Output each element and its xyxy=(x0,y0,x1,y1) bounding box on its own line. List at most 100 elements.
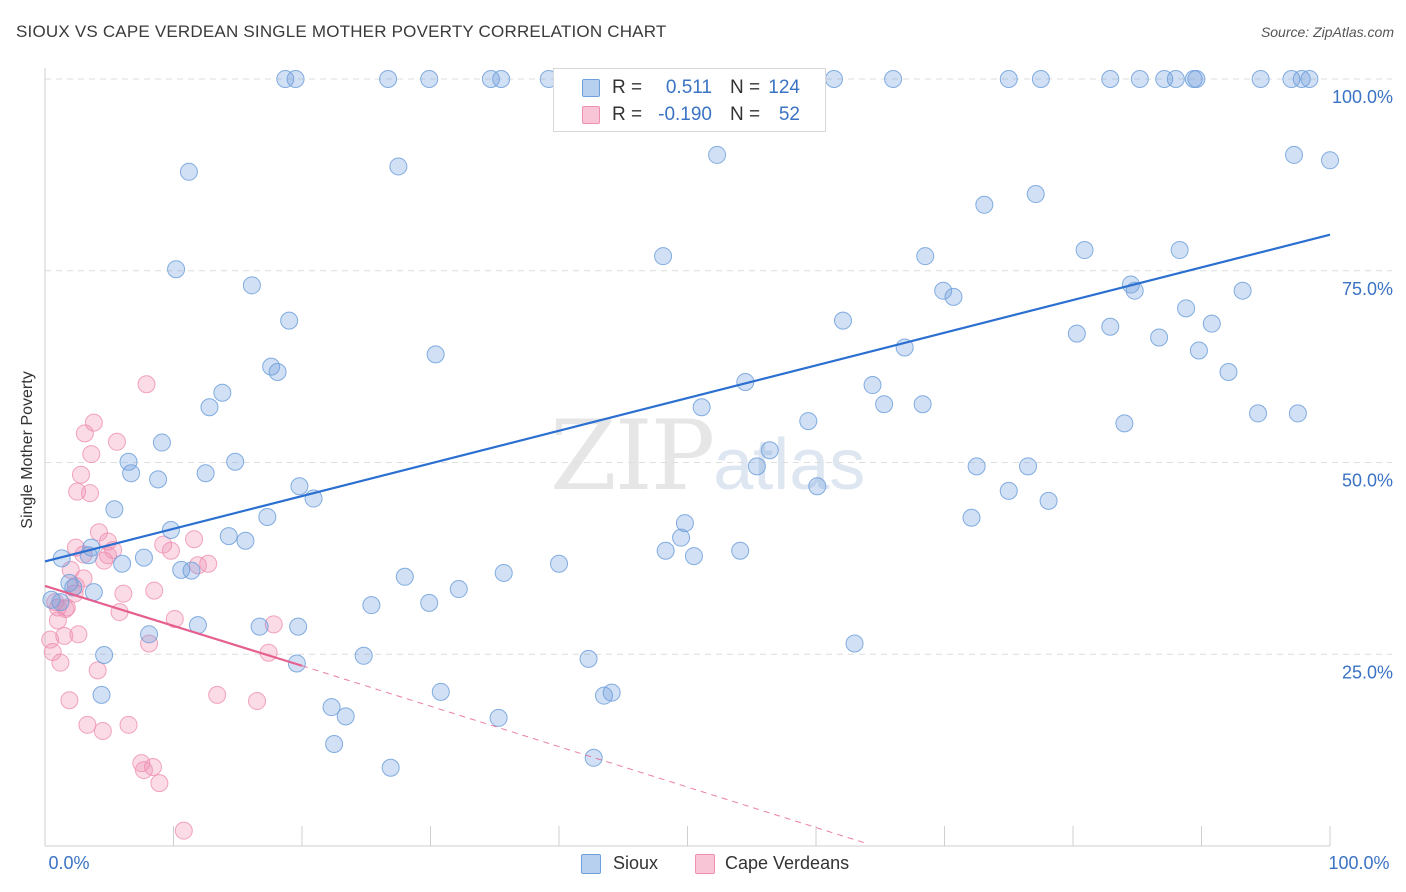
cape-verdeans-swatch xyxy=(695,854,715,874)
sioux-point xyxy=(672,528,691,547)
sioux-point xyxy=(379,70,398,88)
sioux-point xyxy=(134,548,153,567)
sioux-point xyxy=(760,441,779,460)
cape-verdeans-point xyxy=(78,715,97,734)
sioux-point xyxy=(675,514,694,533)
sioux-point xyxy=(654,247,673,266)
sioux-point xyxy=(84,583,103,602)
sioux-point xyxy=(1026,185,1045,204)
cape-verdeans-point xyxy=(71,465,90,484)
cape-verdeans-point xyxy=(137,375,156,394)
sioux-point xyxy=(692,398,711,417)
sioux-point xyxy=(381,758,400,777)
sioux-point xyxy=(1233,281,1252,300)
sioux-point xyxy=(967,457,986,476)
cape-verdeans-point xyxy=(165,609,184,628)
trend-lines xyxy=(44,233,1331,845)
cape-verdeans-point xyxy=(114,584,133,603)
y-axis-label-wrap: Single Mother Poverty xyxy=(16,250,40,650)
sioux-point xyxy=(92,685,111,704)
sioux-point xyxy=(1075,241,1094,260)
legend-n-label: N = xyxy=(730,104,761,125)
cape-verdeans-point xyxy=(51,653,70,672)
sioux-point xyxy=(149,470,168,489)
sioux-point xyxy=(1101,70,1120,88)
sioux-point xyxy=(200,398,219,417)
sioux-point xyxy=(1202,314,1221,333)
sioux-swatch xyxy=(582,79,600,97)
sioux-point xyxy=(708,145,727,164)
sioux-point xyxy=(875,395,894,414)
source-attribution: Source: ZipAtlas.com xyxy=(1260,24,1394,40)
sioux-point xyxy=(119,452,138,471)
sioux-point xyxy=(934,281,953,300)
cape-verdeans-point xyxy=(264,615,283,634)
legend-row-sioux: R = 0.511 N = 124 xyxy=(554,73,825,101)
sioux-point xyxy=(584,748,603,767)
cape-verdeans-point xyxy=(68,482,87,501)
sioux-point xyxy=(833,311,852,330)
sioux-point xyxy=(1039,491,1058,510)
cape-verdeans-point xyxy=(143,757,162,776)
sioux-point xyxy=(999,481,1018,500)
sioux-point xyxy=(336,707,355,726)
sioux-point xyxy=(1166,70,1185,88)
sioux-point xyxy=(140,625,159,644)
sioux-point xyxy=(1150,328,1169,347)
axes xyxy=(44,68,1331,847)
cape-verdeans-point xyxy=(60,691,79,710)
sioux-point xyxy=(808,477,827,496)
cape-verdeans-point xyxy=(84,413,103,432)
sioux-point xyxy=(799,412,818,431)
sioux-point xyxy=(579,649,598,668)
cape-verdeans-point xyxy=(93,721,112,740)
y-tick-label: 75.0% xyxy=(1342,279,1393,299)
sioux-point xyxy=(1300,70,1319,88)
cape-verdeans-point xyxy=(132,754,151,773)
sioux-point xyxy=(64,578,83,597)
y-axis-label: Single Mother Poverty xyxy=(19,371,36,529)
sioux-point xyxy=(213,383,232,402)
sioux-point xyxy=(962,508,981,527)
legend-n-label: N = xyxy=(730,77,761,98)
watermark-zip: ZIP xyxy=(550,400,715,512)
cape-verdeans-point xyxy=(140,634,159,653)
cape-verdeans-point xyxy=(145,581,164,600)
sioux-point xyxy=(1177,299,1196,318)
sioux-point xyxy=(1031,70,1050,88)
sioux-point xyxy=(280,311,299,330)
sioux-point xyxy=(1219,362,1238,381)
cape-verdeans-point xyxy=(107,432,126,451)
cape-verdeans-point xyxy=(88,661,107,680)
cape-verdeans-trend-extension xyxy=(301,665,868,845)
sioux-point xyxy=(389,157,408,176)
sioux-point xyxy=(152,433,171,452)
sioux-point xyxy=(167,260,186,279)
sioux-point xyxy=(226,452,245,471)
sioux-point xyxy=(250,617,269,636)
sioux-point xyxy=(1285,145,1304,164)
sioux-point xyxy=(362,596,381,615)
sioux-point xyxy=(602,683,621,702)
cape-verdeans-point xyxy=(150,774,169,793)
sioux-point xyxy=(113,554,132,573)
cape-verdeans-point xyxy=(161,541,180,560)
sioux-point xyxy=(975,195,994,214)
sioux-point xyxy=(258,507,277,526)
sioux-point xyxy=(196,464,215,483)
legend-r-label: R = xyxy=(612,77,643,98)
sioux-point xyxy=(1321,151,1339,170)
sioux-point xyxy=(290,477,309,496)
cape-verdeans-point xyxy=(55,626,74,645)
sioux-point xyxy=(1189,341,1208,360)
sioux-point xyxy=(1019,457,1038,476)
sioux-point xyxy=(105,500,124,519)
sioux-point xyxy=(395,567,414,586)
sioux-point xyxy=(1251,70,1270,88)
sioux-point xyxy=(1282,70,1301,88)
cape-verdeans-point xyxy=(82,445,101,464)
sioux-point xyxy=(51,593,70,612)
sioux-point xyxy=(845,634,864,653)
sioux-point xyxy=(1067,324,1086,343)
legend-r-label: R = xyxy=(612,104,643,125)
